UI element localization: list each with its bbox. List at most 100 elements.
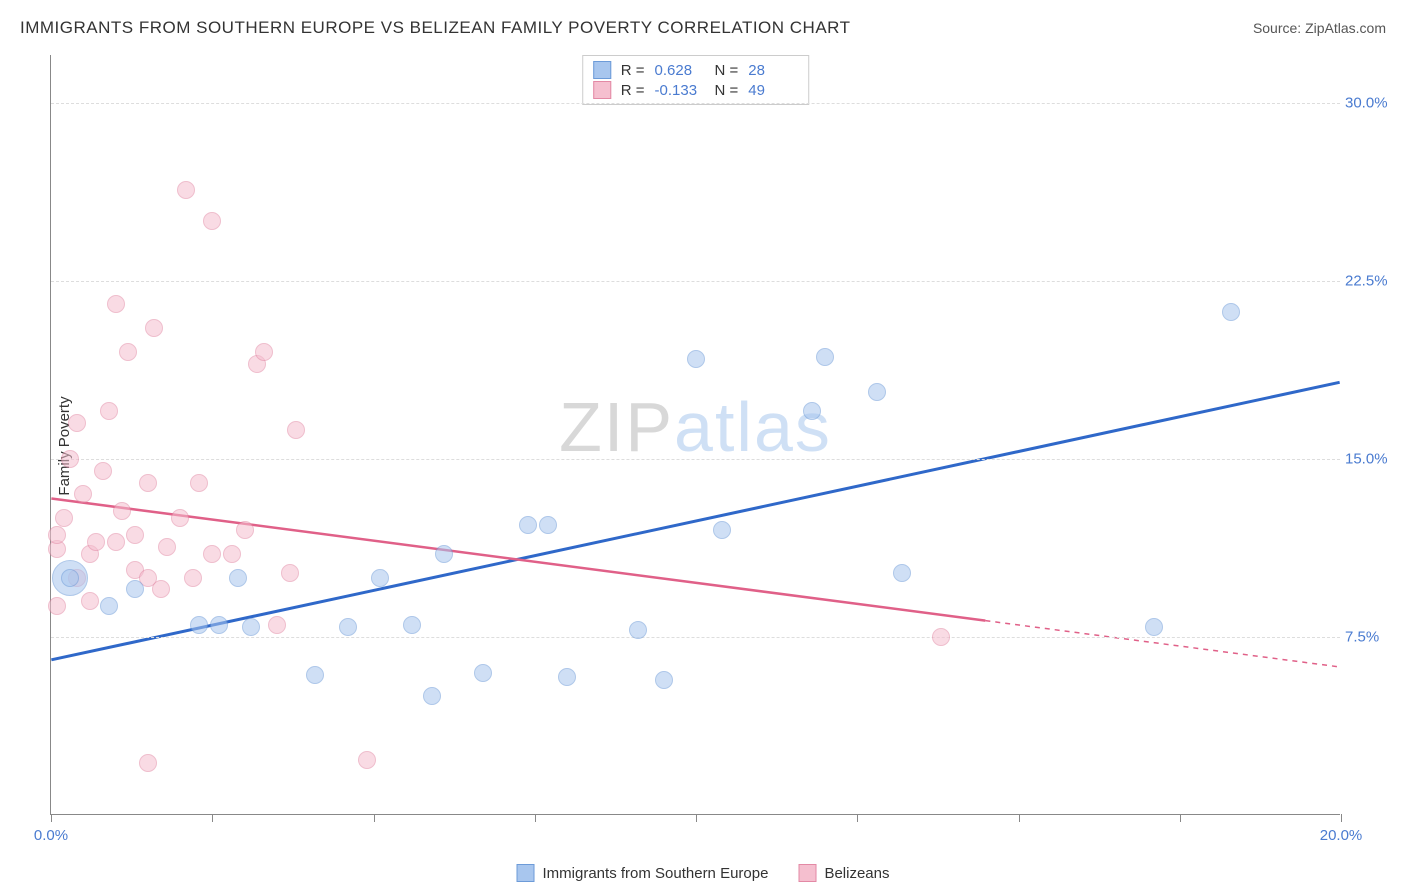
swatch-icon	[798, 864, 816, 882]
title-bar: IMMIGRANTS FROM SOUTHERN EUROPE VS BELIZ…	[20, 18, 1386, 38]
scatter-point	[223, 545, 241, 563]
scatter-point	[287, 421, 305, 439]
scatter-point	[119, 343, 137, 361]
scatter-point	[107, 295, 125, 313]
scatter-point	[629, 621, 647, 639]
scatter-point	[100, 597, 118, 615]
scatter-point	[139, 474, 157, 492]
scatter-point	[255, 343, 273, 361]
scatter-point	[558, 668, 576, 686]
scatter-point	[113, 502, 131, 520]
scatter-point	[145, 319, 163, 337]
gridline	[51, 637, 1340, 638]
plot-area: ZIPatlas R = 0.628 N = 28 R = -0.133 N =…	[50, 55, 1340, 815]
scatter-point	[1222, 303, 1240, 321]
scatter-point	[100, 402, 118, 420]
gridline	[51, 459, 1340, 460]
scatter-point	[74, 485, 92, 503]
stats-r-value: -0.133	[655, 82, 705, 99]
y-tick-label: 22.5%	[1345, 272, 1400, 289]
scatter-point	[184, 569, 202, 587]
scatter-point	[81, 592, 99, 610]
scatter-point	[48, 526, 66, 544]
y-tick-label: 7.5%	[1345, 628, 1400, 645]
bottom-legend: Immigrants from Southern Europe Belizean…	[517, 864, 890, 882]
scatter-point	[177, 181, 195, 199]
scatter-point	[371, 569, 389, 587]
stats-box: R = 0.628 N = 28 R = -0.133 N = 49	[582, 55, 810, 105]
x-tick	[857, 814, 858, 822]
scatter-point	[403, 616, 421, 634]
scatter-point	[55, 509, 73, 527]
x-tick	[696, 814, 697, 822]
scatter-point	[87, 533, 105, 551]
scatter-point	[242, 618, 260, 636]
scatter-point	[1145, 618, 1163, 636]
scatter-point	[435, 545, 453, 563]
gridline	[51, 103, 1340, 104]
scatter-point	[139, 754, 157, 772]
scatter-point	[61, 450, 79, 468]
scatter-point	[126, 580, 144, 598]
scatter-point	[816, 348, 834, 366]
legend-item: Belizeans	[798, 864, 889, 882]
swatch-icon	[593, 81, 611, 99]
scatter-point	[803, 402, 821, 420]
scatter-point	[94, 462, 112, 480]
y-tick-label: 15.0%	[1345, 450, 1400, 467]
gridline	[51, 281, 1340, 282]
scatter-point	[932, 628, 950, 646]
scatter-point	[268, 616, 286, 634]
x-tick	[374, 814, 375, 822]
scatter-point	[687, 350, 705, 368]
y-tick-label: 30.0%	[1345, 94, 1400, 111]
scatter-point	[306, 666, 324, 684]
legend-label: Immigrants from Southern Europe	[543, 865, 769, 882]
scatter-point	[281, 564, 299, 582]
x-tick	[1341, 814, 1342, 822]
scatter-point	[339, 618, 357, 636]
x-tick	[1180, 814, 1181, 822]
scatter-point	[171, 509, 189, 527]
legend-item: Immigrants from Southern Europe	[517, 864, 769, 882]
stats-r-value: 0.628	[655, 62, 705, 79]
scatter-point	[190, 474, 208, 492]
scatter-point	[152, 580, 170, 598]
x-tick-label: 20.0%	[1320, 827, 1363, 844]
scatter-point	[358, 751, 376, 769]
scatter-point	[655, 671, 673, 689]
source-label: Source: ZipAtlas.com	[1253, 20, 1386, 36]
scatter-point	[158, 538, 176, 556]
scatter-point	[236, 521, 254, 539]
scatter-point	[203, 212, 221, 230]
trend-lines	[51, 55, 1340, 814]
stats-r-label: R =	[621, 82, 645, 99]
scatter-point	[868, 383, 886, 401]
stats-n-value: 28	[748, 62, 798, 79]
x-tick	[51, 814, 52, 822]
scatter-point	[61, 569, 79, 587]
scatter-point	[423, 687, 441, 705]
x-tick	[212, 814, 213, 822]
scatter-point	[190, 616, 208, 634]
scatter-point	[893, 564, 911, 582]
scatter-point	[203, 545, 221, 563]
chart-title: IMMIGRANTS FROM SOUTHERN EUROPE VS BELIZ…	[20, 18, 851, 38]
x-tick	[535, 814, 536, 822]
scatter-point	[210, 616, 228, 634]
stats-row: R = -0.133 N = 49	[593, 80, 799, 100]
legend-label: Belizeans	[824, 865, 889, 882]
scatter-point	[519, 516, 537, 534]
stats-n-label: N =	[715, 82, 739, 99]
chart-container: IMMIGRANTS FROM SOUTHERN EUROPE VS BELIZ…	[0, 0, 1406, 892]
scatter-point	[713, 521, 731, 539]
stats-n-value: 49	[748, 82, 798, 99]
swatch-icon	[593, 61, 611, 79]
x-tick-label: 0.0%	[34, 827, 68, 844]
scatter-point	[229, 569, 247, 587]
scatter-point	[539, 516, 557, 534]
x-tick	[1019, 814, 1020, 822]
stats-row: R = 0.628 N = 28	[593, 60, 799, 80]
scatter-point	[474, 664, 492, 682]
stats-r-label: R =	[621, 62, 645, 79]
